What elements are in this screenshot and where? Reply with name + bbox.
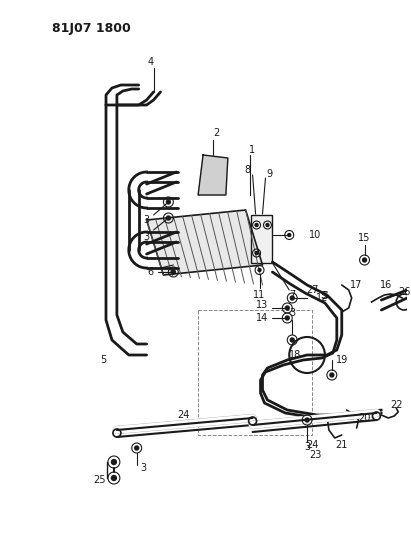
Text: 24: 24	[177, 410, 189, 420]
Circle shape	[266, 223, 269, 227]
Circle shape	[285, 306, 289, 310]
Circle shape	[330, 373, 334, 377]
Circle shape	[305, 418, 309, 422]
Circle shape	[258, 269, 261, 271]
Text: 15: 15	[358, 233, 371, 243]
Text: 27: 27	[306, 285, 318, 295]
Text: 3: 3	[143, 215, 150, 225]
Text: 23: 23	[309, 450, 321, 460]
Text: 18: 18	[289, 350, 301, 360]
Polygon shape	[147, 210, 263, 275]
Text: 3: 3	[289, 308, 295, 318]
Circle shape	[290, 296, 294, 300]
Circle shape	[285, 316, 289, 320]
Circle shape	[290, 338, 294, 342]
Text: 3: 3	[141, 463, 147, 473]
Text: 21: 21	[335, 440, 348, 450]
Text: 2: 2	[213, 128, 219, 138]
Circle shape	[111, 459, 116, 464]
Text: 10: 10	[309, 230, 321, 240]
Text: 9: 9	[266, 169, 272, 179]
Text: 3: 3	[143, 232, 150, 242]
Text: 1: 1	[249, 145, 255, 155]
Text: 12: 12	[316, 293, 328, 303]
Text: 11: 11	[254, 290, 266, 300]
Circle shape	[111, 475, 116, 481]
Text: 8: 8	[245, 165, 251, 175]
Circle shape	[135, 446, 139, 450]
Circle shape	[255, 223, 258, 227]
Text: 24: 24	[306, 440, 318, 450]
Text: 25: 25	[93, 475, 105, 485]
Text: 16: 16	[380, 280, 393, 290]
Text: 17: 17	[351, 280, 363, 290]
Text: 4: 4	[148, 57, 154, 67]
Bar	[251, 215, 272, 263]
Text: 7: 7	[289, 290, 296, 300]
Text: 26: 26	[398, 287, 410, 297]
Text: 14: 14	[256, 313, 269, 323]
Bar	[198, 310, 312, 435]
Text: 3: 3	[304, 442, 310, 452]
Text: 20: 20	[358, 413, 371, 423]
Circle shape	[171, 270, 175, 274]
Circle shape	[166, 200, 171, 204]
Text: $\mathbf{S}$: $\mathbf{S}$	[320, 289, 330, 301]
Text: 13: 13	[256, 300, 269, 310]
Polygon shape	[198, 155, 228, 195]
Text: 5: 5	[100, 355, 106, 365]
Circle shape	[255, 252, 258, 254]
Text: 81J07 1800: 81J07 1800	[51, 22, 130, 35]
Text: 6: 6	[148, 267, 154, 277]
Circle shape	[288, 233, 291, 237]
Text: 19: 19	[336, 355, 348, 365]
Circle shape	[363, 258, 367, 262]
Circle shape	[166, 216, 171, 220]
Text: 22: 22	[390, 400, 402, 410]
